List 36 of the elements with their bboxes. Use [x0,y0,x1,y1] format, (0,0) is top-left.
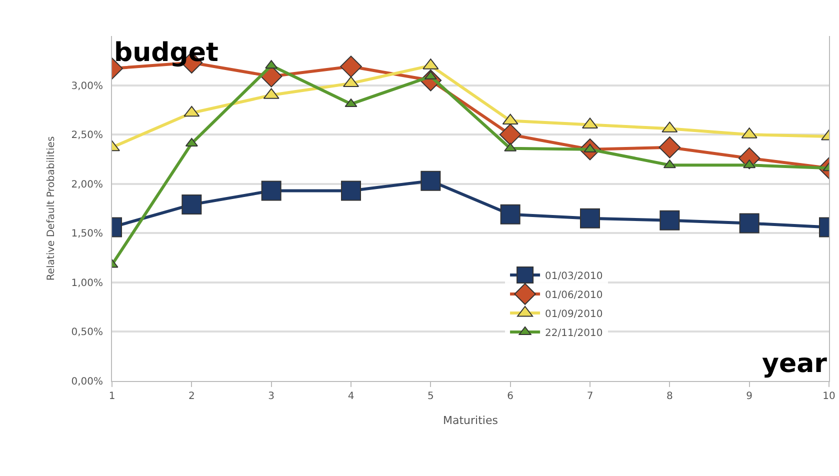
y-tick-label: 3,00% [71,80,103,92]
x-tick-label: 8 [666,391,673,402]
y-tick-label: 2,50% [71,130,103,142]
y-tick-label: 1,50% [71,228,103,240]
x-tick-label: 2 [188,391,195,402]
x-tick-label: 10 [822,391,836,402]
annotation: year [762,349,828,379]
point [660,210,680,230]
x-tick-label: 1 [108,391,116,402]
x-tick-label: 5 [427,391,434,402]
x-tick-label: 9 [746,391,753,402]
point [658,136,681,158]
legend-label: 01/06/2010 [545,290,603,301]
y-tick-label: 0,50% [71,327,103,338]
x-tick-label: 6 [507,391,514,402]
legend-label: 22/11/2010 [545,328,603,339]
point [182,194,202,215]
point [420,170,441,191]
x-tick-label: 4 [348,391,354,402]
point [739,213,760,234]
legend-label: 01/03/2010 [545,270,603,282]
point [499,124,522,146]
y-tick-label: 2,00% [71,179,103,190]
point [261,180,282,201]
point [340,56,362,78]
point [500,204,520,224]
point [580,208,600,228]
y-tick-label: 0,00% [71,376,103,388]
point [341,180,361,201]
annotation: budget [114,38,218,68]
x-tick-label: 7 [586,391,594,402]
y-axis-title: Relative Default Probabilities [46,136,58,281]
x-axis-title: Maturities [443,414,498,427]
y-tick-label: 1,00% [71,278,103,289]
legend-label: 01/09/2010 [545,308,603,320]
x-tick-label: 3 [268,391,275,402]
